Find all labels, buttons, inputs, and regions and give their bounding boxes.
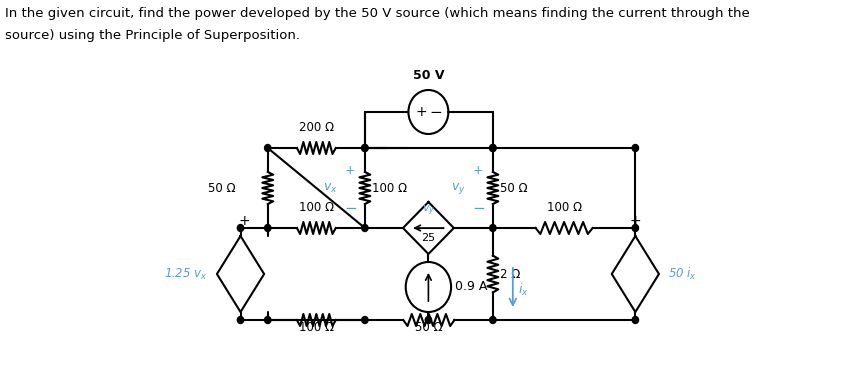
Text: 1.25 $v_x$: 1.25 $v_x$ [164, 266, 208, 282]
Text: 0.9 A: 0.9 A [454, 280, 487, 293]
Circle shape [425, 317, 432, 323]
Text: +: + [416, 105, 427, 119]
Circle shape [490, 144, 496, 152]
Text: $v_y$: $v_y$ [451, 181, 466, 195]
Text: −: − [472, 200, 485, 216]
Text: +: + [630, 214, 641, 228]
Text: 50 V: 50 V [413, 69, 444, 82]
Text: In the given circuit, find the power developed by the 50 V source (which means f: In the given circuit, find the power dev… [5, 7, 750, 42]
Circle shape [264, 317, 271, 323]
Text: 50 $i_x$: 50 $i_x$ [668, 266, 697, 282]
Circle shape [490, 317, 496, 323]
Text: 50 Ω: 50 Ω [208, 181, 236, 194]
Text: $i_x$: $i_x$ [518, 282, 529, 298]
Text: +: + [345, 163, 356, 176]
Circle shape [362, 317, 368, 323]
Text: 100 Ω: 100 Ω [299, 201, 334, 214]
Text: 2 Ω: 2 Ω [500, 267, 520, 280]
Text: 100 Ω: 100 Ω [372, 181, 407, 194]
Circle shape [264, 144, 271, 152]
Circle shape [238, 317, 244, 323]
Circle shape [632, 224, 638, 232]
Text: +: + [473, 163, 484, 176]
Text: −: − [344, 200, 357, 216]
Circle shape [362, 144, 368, 152]
Text: $v_x$: $v_x$ [323, 181, 338, 195]
Text: 25: 25 [422, 233, 435, 243]
Circle shape [238, 224, 244, 232]
Text: −: − [429, 104, 442, 120]
Circle shape [490, 224, 496, 232]
Circle shape [632, 317, 638, 323]
Text: 200 Ω: 200 Ω [299, 121, 334, 134]
Circle shape [362, 224, 368, 232]
Text: 50 Ω: 50 Ω [415, 321, 442, 334]
Circle shape [490, 144, 496, 152]
Text: $v_y$: $v_y$ [422, 203, 435, 218]
Circle shape [264, 224, 271, 232]
Circle shape [362, 144, 368, 152]
Text: +: + [238, 214, 250, 228]
Circle shape [632, 144, 638, 152]
Text: 50 Ω: 50 Ω [500, 181, 528, 194]
Text: 100 Ω: 100 Ω [547, 201, 581, 214]
Text: 100 Ω: 100 Ω [299, 321, 334, 334]
